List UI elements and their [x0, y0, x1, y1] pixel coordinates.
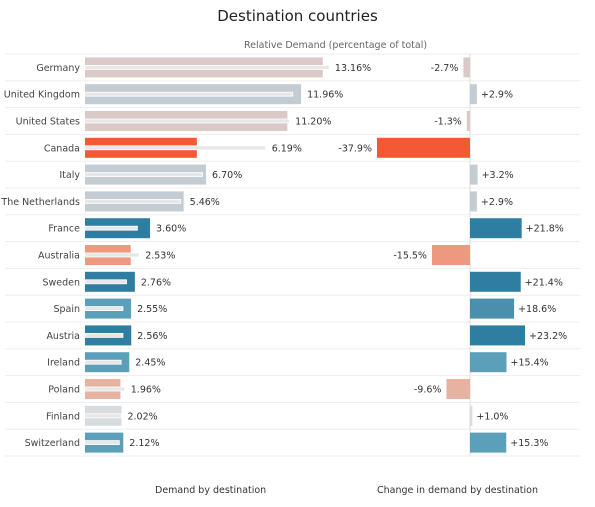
- demand-reference-bar: [84, 413, 122, 419]
- demand-value-label: 1.96%: [131, 385, 161, 396]
- change-value-label: -1.3%: [434, 117, 462, 128]
- demand-reference-bar: [84, 279, 127, 285]
- category-label: Italy: [59, 170, 80, 181]
- demand-value-label: 3.60%: [156, 224, 186, 235]
- demand-value-label: 2.45%: [135, 358, 165, 369]
- demand-reference-bar: [84, 306, 124, 312]
- demand-value-label: 2.02%: [127, 411, 157, 422]
- demand-value-label: 11.20%: [295, 117, 331, 128]
- demand-value-label: 5.46%: [190, 197, 220, 208]
- category-label: Australia: [38, 251, 80, 262]
- chart-title: Destination countries: [217, 7, 378, 25]
- demand-reference-bar: [84, 386, 126, 392]
- change-bar: [466, 111, 470, 131]
- category-label: Sweden: [42, 277, 80, 288]
- change-value-label: +23.2%: [529, 331, 567, 342]
- demand-reference-bar: [84, 440, 120, 446]
- change-bar: [377, 137, 470, 158]
- change-bar: [470, 298, 515, 319]
- change-value-label: -9.6%: [414, 385, 442, 396]
- category-label: Germany: [36, 63, 80, 74]
- change-value-label: -15.5%: [393, 251, 427, 262]
- change-bar: [470, 271, 521, 292]
- change-bar: [470, 352, 507, 373]
- demand-reference-bar: [84, 118, 290, 124]
- chart-subtitle: Relative Demand (percentage of total): [244, 40, 428, 51]
- change-value-label: +18.6%: [518, 304, 556, 315]
- category-label: Austria: [46, 331, 80, 342]
- demand-reference-bar: [84, 91, 294, 97]
- demand-value-label: 2.76%: [141, 277, 171, 288]
- category-label: Spain: [53, 304, 80, 315]
- change-bar: [470, 164, 478, 185]
- demand-reference-bar: [84, 332, 124, 338]
- change-value-label: +2.9%: [481, 197, 513, 208]
- category-label: France: [48, 224, 80, 235]
- category-label: Finland: [46, 411, 80, 422]
- demand-reference-bar: [84, 65, 330, 70]
- demand-value-label: 6.19%: [272, 143, 302, 154]
- category-label: Switzerland: [25, 438, 80, 449]
- change-bar: [446, 379, 470, 399]
- change-bar: [470, 191, 477, 212]
- demand-value-label: 2.55%: [137, 304, 167, 315]
- demand-reference-bar: [84, 225, 138, 231]
- change-bar: [470, 325, 525, 346]
- change-bar: [470, 405, 473, 426]
- change-value-label: +1.0%: [476, 411, 508, 422]
- change-bar: [470, 218, 522, 239]
- demand-reference-bar: [84, 198, 182, 204]
- demand-value-label: 2.53%: [145, 251, 175, 262]
- change-value-label: +15.3%: [510, 438, 548, 449]
- demand-value-label: 13.16%: [335, 63, 371, 74]
- change-value-label: +21.4%: [525, 277, 563, 288]
- demand-value-label: 2.12%: [129, 438, 159, 449]
- category-label: Ireland: [47, 358, 80, 369]
- demand-value-label: 2.56%: [137, 331, 167, 342]
- change-bar: [470, 432, 507, 453]
- category-label: United States: [16, 117, 80, 128]
- demand-value-label: 6.70%: [212, 170, 242, 181]
- change-value-label: +3.2%: [482, 170, 514, 181]
- change-value-label: +15.4%: [511, 358, 549, 369]
- change-value-label: -2.7%: [431, 63, 459, 74]
- change-value-label: +21.8%: [526, 224, 564, 235]
- category-label: The Netherlands: [0, 197, 80, 208]
- footer-demand-label: Demand by destination: [155, 485, 267, 496]
- footer-change-label: Change in demand by destination: [377, 485, 538, 496]
- category-label: Poland: [48, 385, 80, 396]
- category-label: United Kingdom: [4, 90, 80, 101]
- change-value-label: -37.9%: [338, 143, 372, 154]
- demand-reference-bar: [84, 145, 267, 151]
- demand-reference-bar: [84, 172, 203, 178]
- change-bar: [470, 84, 477, 105]
- change-value-label: +2.9%: [481, 90, 513, 101]
- change-bar: [463, 57, 470, 78]
- demand-reference-bar: [84, 252, 140, 258]
- demand-value-label: 11.96%: [307, 90, 343, 101]
- category-label: Canada: [44, 143, 80, 154]
- change-bar: [431, 245, 470, 265]
- demand-reference-bar: [84, 359, 122, 365]
